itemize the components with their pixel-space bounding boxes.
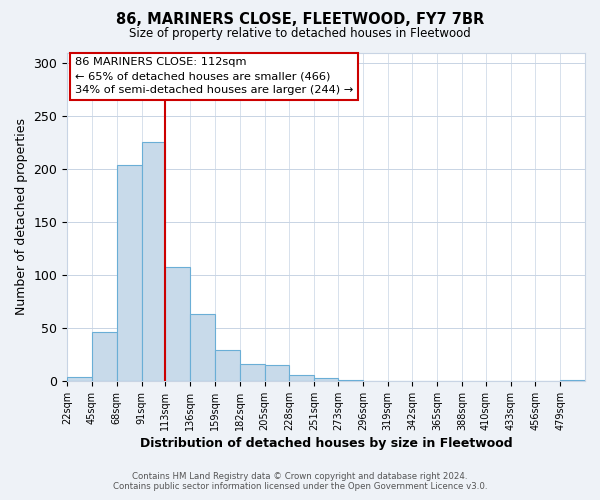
Bar: [142, 142, 166, 381]
Text: 86, MARINERS CLOSE, FLEETWOOD, FY7 7BR: 86, MARINERS CLOSE, FLEETWOOD, FY7 7BR: [116, 12, 484, 28]
Bar: [560, 380, 585, 381]
Bar: [166, 266, 190, 381]
X-axis label: Distribution of detached houses by size in Fleetwood: Distribution of detached houses by size …: [140, 437, 512, 450]
Y-axis label: Number of detached properties: Number of detached properties: [15, 118, 28, 315]
Bar: [314, 378, 338, 381]
Bar: [289, 374, 314, 381]
Text: Size of property relative to detached houses in Fleetwood: Size of property relative to detached ho…: [129, 28, 471, 40]
Bar: [265, 365, 289, 381]
Text: 86 MARINERS CLOSE: 112sqm
← 65% of detached houses are smaller (466)
34% of semi: 86 MARINERS CLOSE: 112sqm ← 65% of detac…: [75, 58, 353, 96]
Text: Contains HM Land Registry data © Crown copyright and database right 2024.
Contai: Contains HM Land Registry data © Crown c…: [113, 472, 487, 491]
Bar: [67, 376, 92, 381]
Bar: [117, 165, 142, 381]
Bar: [338, 380, 363, 381]
Bar: [240, 364, 265, 381]
Bar: [92, 332, 117, 381]
Bar: [215, 350, 240, 381]
Bar: [190, 314, 215, 381]
